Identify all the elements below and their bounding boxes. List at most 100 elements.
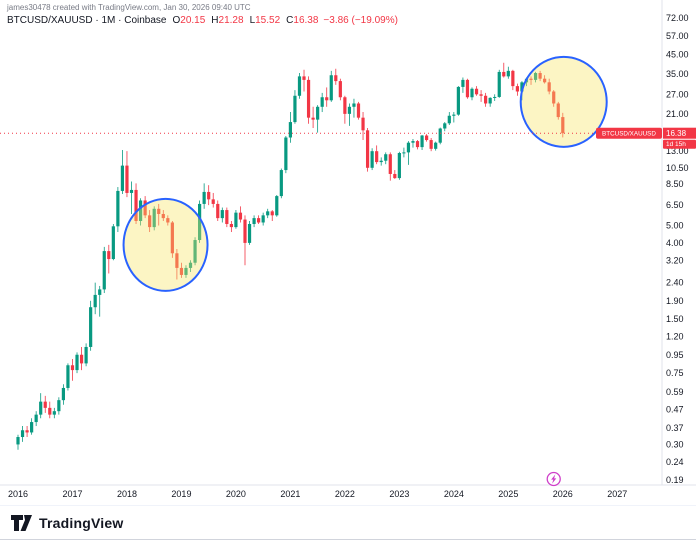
- candle-body: [538, 73, 542, 79]
- candle-body: [456, 86, 460, 115]
- change-value: −3.86 (−19.09%): [323, 15, 398, 26]
- candle-body: [193, 240, 197, 263]
- symbol-title[interactable]: BTCUSD/XAUUSD · 1M · Coinbase: [7, 15, 167, 26]
- candle-body: [452, 114, 456, 116]
- price-tick-label: 27.00: [666, 89, 689, 99]
- year-tick-label: 2017: [62, 489, 82, 499]
- candle-body: [25, 430, 29, 433]
- candle-body: [157, 208, 161, 214]
- candlestick-chart[interactable]: 72.00 57.00 45.00 35.00 27.00 21.00 13.00 10.50…: [0, 0, 696, 505]
- candle-body: [515, 86, 519, 92]
- candle-body: [338, 81, 342, 98]
- tradingview-logo[interactable]: TradingView: [10, 514, 123, 532]
- candle-body: [111, 226, 115, 260]
- candle-body: [57, 400, 61, 412]
- countdown-badge: [663, 139, 696, 149]
- candle-body: [48, 407, 52, 415]
- candle-body: [306, 79, 311, 118]
- candle-body: [20, 430, 25, 438]
- candle-body: [461, 79, 465, 87]
- candle-body: [393, 173, 397, 179]
- candle-body: [270, 211, 274, 216]
- time-axis[interactable]: 2016 2017 2018 2019 2020 2021 2022 2023 2024 2025…: [8, 489, 627, 499]
- price-tick-label: 57.00: [666, 31, 689, 41]
- price-tick-label: 45.00: [666, 50, 689, 60]
- candle-body: [152, 208, 156, 228]
- candle-body: [220, 210, 224, 219]
- candle-body: [311, 117, 315, 120]
- price-tick-label: 10.50: [666, 163, 689, 173]
- candle-body: [484, 95, 488, 104]
- candle-body: [161, 213, 165, 219]
- candle-body: [497, 71, 501, 97]
- candle-body: [325, 97, 329, 101]
- candle-body: [30, 422, 34, 433]
- candle-body: [257, 218, 261, 223]
- price-tick-label: 21.00: [666, 109, 689, 119]
- candle-body: [425, 135, 429, 141]
- candle-body: [179, 267, 184, 275]
- candle-body: [120, 165, 125, 191]
- year-tick-label: 2016: [8, 489, 28, 499]
- candle-body: [225, 210, 229, 224]
- price-tick-label: 5.00: [666, 221, 684, 231]
- candle-body: [138, 200, 143, 221]
- candle-body: [234, 212, 238, 228]
- candle-body: [148, 215, 152, 228]
- event-lightning-icon[interactable]: [546, 471, 561, 487]
- candle-body: [370, 151, 374, 168]
- attribution-text: james30478 created with TradingView.com,…: [7, 3, 251, 12]
- candle-body: [166, 218, 170, 223]
- highlight-circle-2[interactable]: [519, 55, 608, 148]
- candle-body: [198, 203, 202, 241]
- candle-body: [243, 219, 247, 243]
- ohlc-low: L15.52: [250, 15, 281, 26]
- candle-body: [143, 200, 147, 216]
- year-tick-label: 2019: [171, 489, 191, 499]
- candle-body: [506, 70, 510, 77]
- symbol-legend: BTCUSD/XAUUSD · 1M · Coinbase O20.15 H21…: [7, 15, 398, 26]
- candle-body: [84, 346, 88, 364]
- close-value: 16.38: [293, 15, 319, 26]
- price-tick-label: 1.90: [666, 296, 684, 306]
- price-tick-label: 0.47: [666, 405, 684, 415]
- candle-body: [52, 411, 56, 415]
- candle-body: [134, 189, 138, 221]
- candle-body: [397, 153, 401, 179]
- candle-body: [216, 203, 220, 219]
- candle-body: [470, 88, 474, 98]
- candle-body: [39, 401, 43, 415]
- candle-body: [529, 78, 533, 80]
- tradingview-logo-text: TradingView: [39, 514, 124, 531]
- high-value: 21.28: [218, 15, 244, 26]
- price-tick-label: 0.75: [666, 368, 684, 378]
- candle-body: [520, 82, 524, 92]
- symbol-badge-text: BTCUSD/XAUUSD: [602, 131, 656, 138]
- price-tick-label: 0.95: [666, 350, 684, 360]
- candle-body: [352, 103, 356, 107]
- open-value: 20.15: [180, 15, 206, 26]
- candle-body: [365, 130, 370, 168]
- candle-body: [279, 170, 283, 197]
- ohlc-high: H21.28: [211, 15, 243, 26]
- price-tick-label: 0.24: [666, 457, 684, 467]
- candle-body: [533, 73, 538, 80]
- highlight-circle-1[interactable]: [122, 197, 209, 292]
- tradingview-logo-icon: [11, 514, 32, 531]
- candle-body: [288, 122, 292, 138]
- candle-body: [129, 189, 134, 193]
- price-tick-label: 6.50: [666, 200, 684, 210]
- candle-body: [379, 160, 383, 163]
- low-label: L: [249, 15, 256, 26]
- price-tick-label: 8.50: [666, 179, 684, 189]
- candle-body: [297, 76, 302, 96]
- price-badge-text: 16.38: [666, 129, 687, 138]
- high-label: H: [211, 15, 219, 26]
- candle-body: [438, 128, 442, 143]
- chart-pane[interactable]: 72.00 57.00 45.00 35.00 27.00 21.00 13.00 10.50…: [0, 0, 696, 505]
- candle-body: [402, 152, 406, 154]
- candle-body: [556, 103, 560, 118]
- ohlc-close: C16.38: [286, 15, 318, 26]
- price-axis[interactable]: 72.00 57.00 45.00 35.00 27.00 21.00 13.00 10.50…: [666, 13, 689, 485]
